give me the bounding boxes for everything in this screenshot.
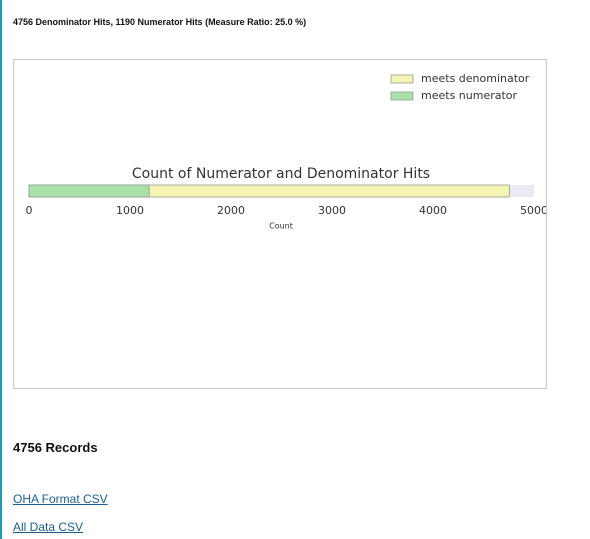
csv-link[interactable]: All Data CSV bbox=[13, 520, 84, 534]
x-tick-label: 2000 bbox=[217, 204, 245, 217]
chart-title: Count of Numerator and Denominator Hits bbox=[132, 166, 430, 182]
legend-swatch bbox=[390, 74, 414, 84]
left-border bbox=[0, 0, 2, 539]
legend-swatch bbox=[390, 91, 414, 101]
x-tick-label: 5000 bbox=[520, 204, 546, 217]
x-tick-label: 1000 bbox=[116, 204, 144, 217]
summary: 4756 Denominator Hits, 1190 Numerator Hi… bbox=[13, 17, 307, 27]
csv-link[interactable]: OHA Format CSV bbox=[13, 492, 108, 506]
bar bbox=[28, 184, 150, 198]
chart: Count of Numerator and Denominator Hits … bbox=[26, 72, 549, 231]
x-axis-label: Count bbox=[269, 222, 293, 231]
legend-label: meets denominator bbox=[421, 72, 530, 85]
legend-label: meets numerator bbox=[421, 89, 518, 102]
x-tick-label: 3000 bbox=[318, 204, 346, 217]
x-tick-label: 0 bbox=[26, 204, 33, 217]
chart-frame: Count of Numerator and Denominator Hits … bbox=[13, 59, 549, 389]
x-tick-label: 4000 bbox=[419, 204, 447, 217]
records-title: 4756 Records bbox=[13, 440, 98, 455]
